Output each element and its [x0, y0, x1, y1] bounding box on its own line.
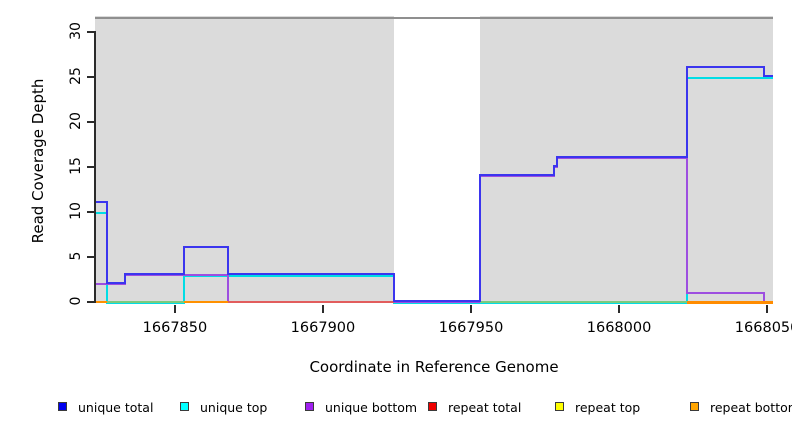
y-axis-tick [87, 31, 95, 33]
baseline-segment [228, 301, 395, 303]
series-line-unique-bottom [95, 283, 125, 285]
legend-label: repeat total [448, 400, 522, 415]
series-step-unique-total [182, 246, 185, 275]
y-axis-tick [87, 301, 95, 303]
x-axis-tick [470, 305, 472, 313]
x-tick-label: 1668000 [586, 320, 652, 336]
legend-label: repeat bottom [710, 400, 792, 415]
series-line-unique-total [553, 165, 557, 167]
series-step-unique-bottom [763, 292, 766, 303]
x-axis-tick [766, 305, 769, 313]
series-step-unique-total [227, 246, 230, 275]
series-line-unique-bottom [124, 274, 229, 276]
series-line-unique-total [479, 174, 554, 176]
baseline-segment [106, 301, 184, 303]
y-axis-tick [87, 76, 95, 78]
legend-label: unique bottom [325, 400, 418, 415]
y-axis-tick [87, 166, 95, 168]
shaded-coverage-region [479, 15, 773, 303]
series-line-unique-bottom [553, 166, 557, 168]
series-line-unique-total [124, 273, 184, 275]
series-line-unique-total [394, 300, 480, 302]
legend-swatch-repeat-total [428, 402, 437, 411]
series-line-unique-total [183, 246, 229, 248]
x-axis-tick [173, 305, 176, 313]
y-axis-tick [87, 256, 95, 258]
legend-swatch-repeat-top [555, 402, 564, 411]
baseline-segment [687, 301, 773, 304]
baseline-segment [183, 301, 229, 303]
series-step-unique-total [552, 165, 555, 176]
series-line-unique-top [95, 212, 107, 214]
series-line-unique-top [183, 275, 395, 277]
legend-swatch-unique-total [58, 402, 67, 411]
series-line-unique-top [106, 302, 184, 304]
legend-swatch-unique-bottom [305, 402, 314, 411]
series-line-unique-top [687, 77, 773, 79]
series-step-unique-total [555, 156, 558, 167]
legend-label: repeat top [575, 400, 641, 415]
x-tick-label: 1667900 [290, 320, 356, 336]
legend-label: unique top [200, 400, 268, 415]
x-axis-tick [321, 305, 324, 313]
series-line-unique-bottom [479, 175, 554, 177]
series-line-unique-total [764, 75, 773, 77]
series-line-unique-total [95, 201, 107, 203]
series-step-unique-total [763, 66, 766, 77]
series-step-unique-total [105, 201, 108, 284]
y-axis-tick [87, 121, 95, 123]
series-step-unique-total [686, 66, 689, 158]
legend-swatch-repeat-bottom [690, 402, 699, 411]
baseline-segment [95, 301, 107, 303]
series-line-unique-total [106, 282, 125, 284]
series-step-unique-total [393, 273, 396, 302]
series-line-unique-top [394, 302, 688, 304]
y-axis-line [94, 31, 96, 303]
series-step-unique-top [182, 275, 185, 304]
series-step-unique-bottom [227, 274, 230, 303]
y-axis-tick [87, 211, 95, 213]
panel-top-border [95, 16, 773, 19]
x-tick-label: 1667850 [142, 320, 208, 336]
series-line-unique-bottom [687, 292, 765, 294]
shaded-coverage-region [95, 15, 395, 303]
series-step-unique-total [123, 273, 126, 284]
x-tick-label: 1668050 [734, 320, 792, 336]
legend-label: unique total [78, 400, 154, 415]
series-line-unique-total [687, 66, 765, 68]
legend-swatch-unique-top [180, 402, 189, 411]
series-step-unique-bottom [686, 157, 689, 294]
series-step-unique-total [478, 174, 481, 302]
x-tick-label: 1667950 [438, 320, 504, 336]
x-axis-tick [618, 305, 621, 313]
x-axis-title: Coordinate in Reference Genome [309, 358, 559, 376]
series-line-unique-total [228, 273, 395, 275]
series-line-unique-total [556, 156, 688, 158]
baseline-segment [479, 301, 688, 303]
series-line-unique-bottom [556, 157, 688, 159]
